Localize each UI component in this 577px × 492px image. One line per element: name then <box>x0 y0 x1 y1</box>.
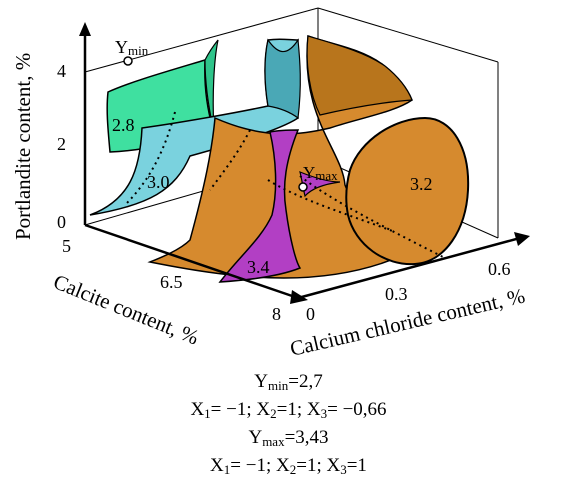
z-axis-arrow <box>79 22 91 36</box>
iso-surface-3.4 <box>218 129 302 283</box>
surface-label-3.0: 3.0 <box>147 172 170 192</box>
surface-label-3.4: 3.4 <box>247 257 270 277</box>
surface-plot: Ymin Ymax 2.8 3.0 3.2 3.4 4 2 0 5 6.5 8 … <box>11 7 530 360</box>
y-tick-5: 5 <box>62 236 71 256</box>
iso-surface-3.2-top <box>306 35 413 116</box>
axes <box>83 30 521 300</box>
x-tick-0.3: 0.3 <box>385 284 408 304</box>
ymin-marker <box>123 56 133 66</box>
x-tick-0: 0 <box>306 304 315 324</box>
y-tick-6.5: 6.5 <box>160 272 183 292</box>
caption-ymin: Ymin=2,7 <box>254 371 323 393</box>
iso-surface-3.0-back <box>264 38 301 120</box>
caption-ymax: Ymax=3,43 <box>248 427 329 449</box>
surface-label-2.8: 2.8 <box>112 115 135 135</box>
y-tick-8: 8 <box>272 304 281 324</box>
z-tick-4: 4 <box>57 61 66 81</box>
z-axis-title: Portlandite content, % <box>11 53 35 240</box>
caption: Ymin=2,7 X1= −1; X2=1; X3= −0,66 Ymax=3,… <box>0 370 577 482</box>
x-tick-0.6: 0.6 <box>488 259 511 279</box>
caption-ymin-coords: X1= −1; X2=1; X3= −0,66 <box>190 399 387 421</box>
y-axis-arrow <box>290 290 308 304</box>
iso-surface-2.8-top <box>204 39 219 133</box>
caption-ymax-coords: X1= −1; X2=1; X3=1 <box>210 455 367 477</box>
ymax-marker <box>298 182 308 192</box>
dotted-paths <box>124 111 446 259</box>
z-tick-0: 0 <box>57 212 66 232</box>
z-tick-2: 2 <box>57 134 66 154</box>
surface-label-3.2: 3.2 <box>410 174 433 194</box>
x-axis-arrow <box>514 232 530 246</box>
ymin-label: Ymin <box>115 37 149 58</box>
ymax-label: Ymax <box>303 163 338 183</box>
iso-surface-3.2-cap <box>345 116 470 266</box>
